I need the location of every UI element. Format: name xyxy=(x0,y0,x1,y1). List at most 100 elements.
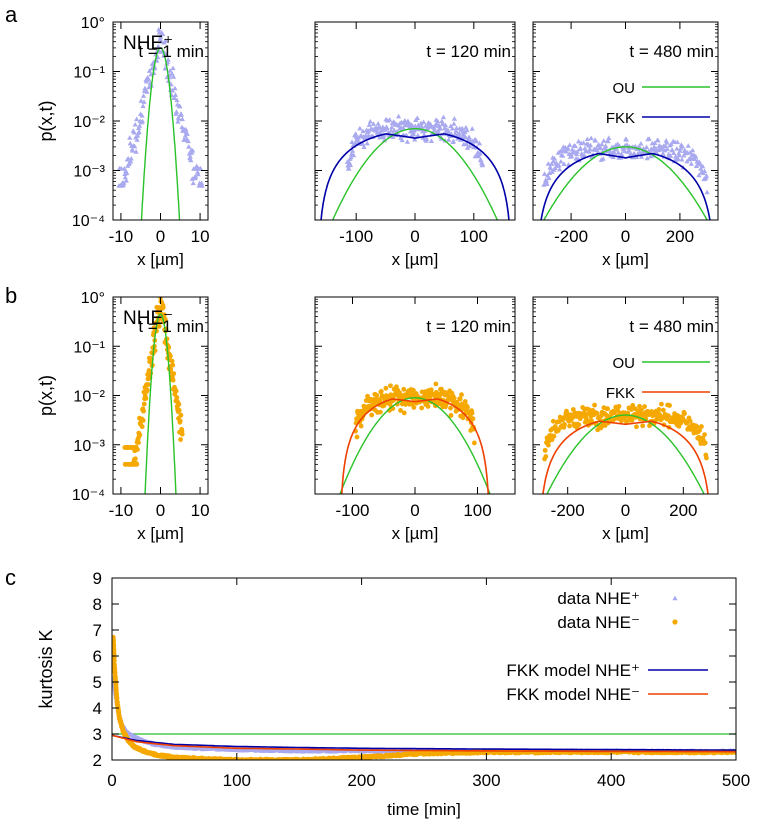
data-point xyxy=(555,428,561,433)
data-point xyxy=(435,118,441,124)
panel-a2: -100 0 100 t = 120 min x [µm] xyxy=(314,21,516,269)
x-tick-label: -10 xyxy=(109,227,134,246)
data-point xyxy=(409,133,415,138)
data-point xyxy=(172,92,179,97)
data-point xyxy=(165,57,171,62)
data-point xyxy=(577,145,584,150)
data-point xyxy=(141,408,146,414)
data-point xyxy=(543,178,550,183)
data-point xyxy=(478,157,484,163)
data-point xyxy=(391,127,397,133)
plot-frame xyxy=(112,21,209,221)
data-point xyxy=(177,418,183,424)
data-point xyxy=(696,172,702,178)
data-point xyxy=(550,158,556,164)
data-point xyxy=(425,403,431,409)
data-point xyxy=(395,113,402,119)
data-point xyxy=(621,145,627,151)
data-point xyxy=(132,143,138,149)
data-point xyxy=(199,183,205,188)
data-point xyxy=(144,89,150,94)
data-point xyxy=(353,131,359,136)
plot-frame xyxy=(532,296,719,495)
data-point xyxy=(544,181,550,186)
data-point xyxy=(650,147,656,152)
data-point xyxy=(673,154,679,159)
panel-letter-a: a xyxy=(5,2,18,27)
data-point xyxy=(438,386,444,392)
data-point xyxy=(600,156,606,161)
x-tick-label: 200 xyxy=(666,227,694,246)
data-point xyxy=(401,410,407,416)
data-point xyxy=(626,147,632,153)
data-point xyxy=(170,362,176,368)
data-point xyxy=(140,417,146,423)
data-point xyxy=(644,155,650,161)
x-tick-label: 500 xyxy=(722,771,750,790)
data-point xyxy=(440,114,447,120)
data-point xyxy=(632,406,638,412)
ou-curve xyxy=(543,146,708,220)
data-point xyxy=(412,136,418,142)
data-point xyxy=(162,65,168,71)
data-point xyxy=(473,138,479,144)
data-point xyxy=(615,150,621,155)
time-label: t = 480 min xyxy=(629,42,714,61)
data-point xyxy=(173,388,179,394)
data-point xyxy=(158,34,164,39)
data-point xyxy=(437,126,443,131)
data-point xyxy=(667,153,674,158)
data-point xyxy=(638,141,644,146)
data-point xyxy=(127,135,133,140)
x-axis-label: time [min] xyxy=(387,800,461,819)
y-tick-label: 10⁻¹ xyxy=(73,339,105,356)
data-point xyxy=(132,121,138,127)
data-point xyxy=(675,156,681,161)
x-tick-label: 0 xyxy=(107,771,116,790)
data-point xyxy=(390,134,396,139)
data-point xyxy=(401,386,407,392)
y-tick-label: 6 xyxy=(93,647,102,666)
data-point xyxy=(565,145,571,150)
data-point xyxy=(171,371,177,377)
data-point xyxy=(158,38,164,44)
data-point xyxy=(676,152,682,158)
data-point xyxy=(176,116,182,121)
legend-fkk-label: FKK xyxy=(606,110,635,127)
data-point xyxy=(369,412,375,418)
data-point xyxy=(140,103,146,109)
data-point xyxy=(160,305,166,310)
data-point xyxy=(453,128,459,133)
legend-swatch-nhe-plus-data xyxy=(672,595,678,601)
y-tick-label: 10⁻⁴ xyxy=(72,213,105,230)
plot-frame xyxy=(314,21,516,221)
data-point xyxy=(465,404,470,410)
data-point xyxy=(134,116,140,122)
data-point xyxy=(434,121,440,126)
y-tick-label: 10⁻⁴ xyxy=(72,487,105,504)
data-point xyxy=(599,141,605,147)
y-axis-b: 10° 10⁻¹ 10⁻² 10⁻³ 10⁻⁴ p(x,t) xyxy=(36,290,106,504)
data-point xyxy=(144,387,150,393)
data-point xyxy=(366,122,372,127)
data-point xyxy=(175,118,181,124)
plot-area-b3 xyxy=(542,401,709,494)
panel-letter-c: c xyxy=(5,565,16,590)
y-tick-label: 10° xyxy=(81,290,105,307)
data-point xyxy=(668,141,674,147)
y-axis-label: kurtosis K xyxy=(36,629,56,708)
legend-label: FKK model NHE⁺ xyxy=(506,661,640,680)
data-point xyxy=(653,146,659,151)
data-point xyxy=(394,384,399,390)
data-point xyxy=(660,407,666,413)
data-point xyxy=(463,141,470,146)
data-point xyxy=(137,432,143,438)
data-point xyxy=(136,125,142,131)
data-point xyxy=(358,423,364,429)
plot-frame xyxy=(111,577,737,761)
data-point xyxy=(188,157,194,163)
data-point xyxy=(120,182,126,188)
plot-frame xyxy=(314,296,516,495)
data-point xyxy=(592,137,599,143)
data-point xyxy=(433,381,439,387)
